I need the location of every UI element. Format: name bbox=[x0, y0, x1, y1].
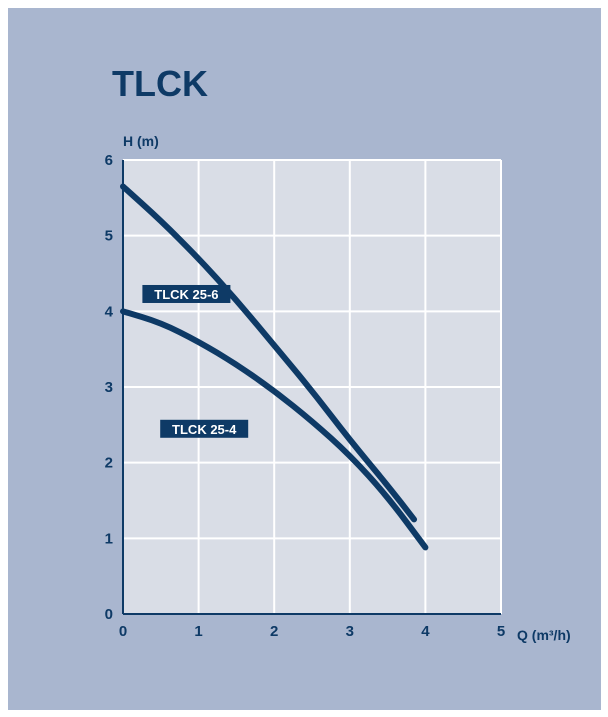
series-line-1 bbox=[120, 308, 429, 551]
series-label-text: TLCK 25-6 bbox=[154, 287, 218, 302]
axes bbox=[122, 160, 501, 615]
y-tick-label: 3 bbox=[105, 379, 113, 396]
series-lines bbox=[120, 183, 429, 551]
y-tick-label: 5 bbox=[105, 228, 113, 245]
y-axis-label: H (m) bbox=[123, 133, 159, 149]
tick-labels: 0 1 2 3 4 5 0 1 2 3 4 5 6 bbox=[105, 152, 506, 640]
x-tick-label: 5 bbox=[497, 623, 505, 640]
y-tick-label: 6 bbox=[105, 152, 113, 169]
y-tick-label: 4 bbox=[105, 303, 114, 320]
x-tick-label: 0 bbox=[119, 623, 127, 640]
x-tick-label: 4 bbox=[421, 623, 430, 640]
series-label-1: TLCK 25-4 bbox=[160, 419, 249, 438]
series-label-0: TLCK 25-6 bbox=[142, 284, 231, 303]
series-label-bg bbox=[160, 419, 249, 438]
series-line-0 bbox=[120, 183, 418, 523]
x-tick-label: 2 bbox=[270, 623, 278, 640]
x-tick-label: 1 bbox=[194, 623, 202, 640]
series-label-text: TLCK 25-4 bbox=[172, 422, 237, 437]
x-tick-label: 3 bbox=[346, 623, 354, 640]
y-tick-label: 0 bbox=[105, 606, 113, 623]
x-axis-label: Q (m³/h) bbox=[517, 627, 571, 643]
y-tick-label: 2 bbox=[105, 455, 113, 472]
y-tick-label: 1 bbox=[105, 530, 113, 547]
series-labels: TLCK 25-6 TLCK 25-4 bbox=[142, 284, 249, 438]
series-label-bg bbox=[142, 284, 231, 303]
chart-title: TLCK bbox=[112, 63, 208, 104]
